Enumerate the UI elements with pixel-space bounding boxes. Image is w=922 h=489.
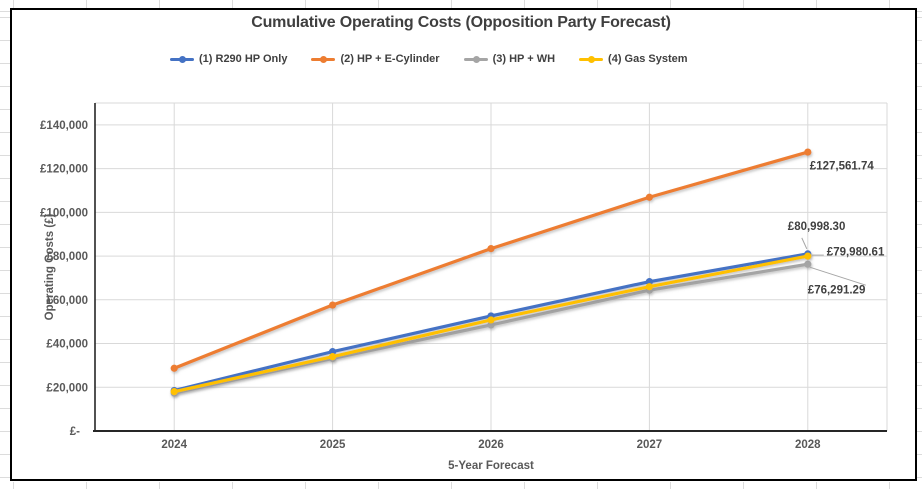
legend-label: (4) Gas System [608,53,688,65]
series-marker [487,321,495,329]
y-axis-title: Operating Costs (£) [44,213,56,320]
data-label: £79,980.61 [827,246,885,258]
axes [93,103,887,432]
series-1 [170,250,812,395]
data-label-leader [809,266,866,286]
y-tick-label: £120,000 [40,164,88,176]
series-marker [329,348,337,356]
legend-item-3: (3) HP + WH [463,53,556,65]
y-tick-label: £140,000 [40,120,88,132]
legend-item-1: (1) R290 HP Only [170,53,287,65]
y-tick-label: £60,000 [46,295,88,307]
series-marker [804,252,812,260]
y-tick-label: £- [70,426,80,438]
legend-label: (3) HP + WH [492,53,556,65]
legend-marker-icon [579,55,604,64]
x-tick-label: 2024 [161,439,187,451]
data-label: £127,561.74 [810,160,875,172]
series-marker [645,283,654,291]
series-marker [170,364,178,372]
y-tick-label: £100,000 [40,207,88,219]
legend-marker-icon [311,55,336,64]
legend-marker-icon [463,55,488,64]
data-series [170,148,812,397]
chart-legend: (1) R290 HP Only (2) HP + E-Cylinder (3) H… [170,53,688,65]
axis-text: £140,000 £120,000 £100,000 £80,000 £60,000 £4… [40,120,821,472]
series-marker [329,301,337,309]
series-marker [645,193,654,201]
series-marker [804,260,812,268]
series-marker [170,388,178,396]
series-marker [804,148,812,156]
x-tick-label: 2028 [795,439,821,451]
chart-area[interactable] [10,8,917,481]
y-tick-label: £40,000 [46,339,88,351]
y-tick-label: £20,000 [46,382,88,394]
x-tick-label: 2026 [478,439,504,451]
legend-label: (2) HP + E-Cylinder [340,53,440,65]
legend-item-2: (2) HP + E-Cylinder [311,53,440,65]
series-marker [487,316,495,324]
data-labels: £80,998.30 £127,561.74 £76,291.29 £79,980.6… [788,160,885,296]
legend-label: (1) R290 HP Only [199,53,288,65]
legend-item-4: (4) Gas System [579,53,688,65]
data-label: £80,998.30 [788,221,846,233]
series-2 [170,148,812,372]
y-tick-label: £80,000 [46,251,88,263]
series-marker [329,353,337,361]
chart-title: Cumulative Operating Costs (Opposition P… [251,14,671,31]
x-tick-label: 2027 [637,439,663,451]
legend-marker-icon [170,55,194,64]
x-tick-label: 2025 [320,439,346,451]
series-marker [645,278,654,286]
data-label-leader [801,237,808,250]
data-label: £76,291.29 [808,284,866,296]
gridlines [95,102,888,431]
x-axis-title: 5-Year Forecast [448,460,534,472]
series-4 [170,252,812,396]
series-marker [487,245,495,253]
